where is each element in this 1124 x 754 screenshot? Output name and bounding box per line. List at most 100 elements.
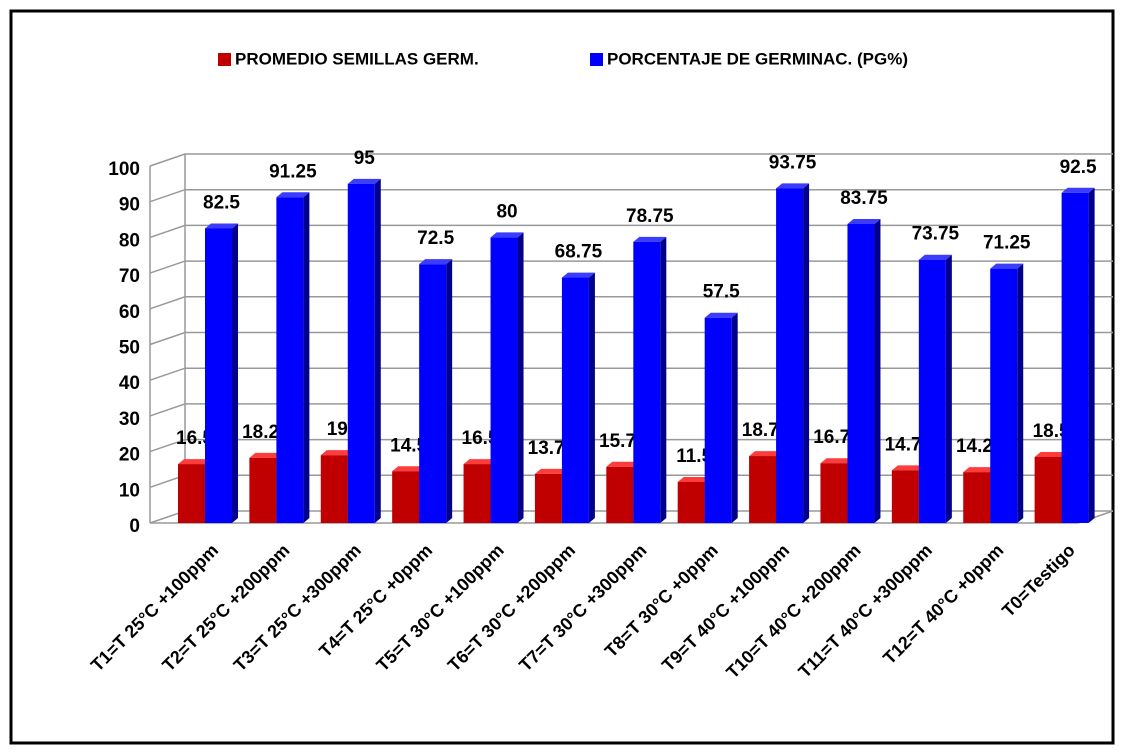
bar — [847, 219, 881, 523]
bar — [633, 236, 667, 524]
bar-top — [704, 312, 738, 318]
bar — [990, 263, 1024, 523]
value-label: 91.25 — [269, 161, 317, 182]
value-label: 68.75 — [555, 242, 603, 263]
bar-top — [419, 259, 453, 265]
value-label: 16.5 — [462, 428, 499, 449]
bar — [776, 183, 810, 523]
value-label: 83.75 — [840, 188, 888, 209]
bar-front — [704, 317, 732, 523]
bar — [918, 254, 952, 523]
bar-side — [232, 223, 238, 523]
bar-side — [874, 219, 881, 523]
value-label: 78.75 — [626, 206, 674, 227]
legend-swatch — [590, 53, 603, 66]
value-label: 19 — [327, 419, 348, 440]
bar-top — [392, 466, 426, 472]
bar-front — [963, 472, 991, 523]
bar-top — [749, 451, 783, 457]
value-label: 18.5 — [1033, 421, 1070, 442]
legend-swatch — [218, 53, 231, 66]
bar-top — [534, 468, 568, 474]
bar-front — [918, 259, 946, 523]
bar-front — [1034, 456, 1062, 523]
bar-front — [847, 224, 875, 523]
bar-front — [1061, 192, 1089, 523]
value-label: 73.75 — [912, 224, 960, 245]
bar-front — [205, 228, 232, 523]
bar — [1061, 187, 1095, 523]
bar-front — [463, 464, 491, 523]
bar-top — [677, 476, 711, 482]
bar-side — [517, 232, 524, 523]
bar-side — [1088, 187, 1095, 523]
value-label: 57.5 — [703, 282, 740, 303]
value-label: 72.5 — [417, 228, 454, 249]
bar-top — [561, 272, 595, 278]
bar-front — [392, 471, 420, 523]
value-label: 71.25 — [983, 233, 1031, 254]
y-tick-label: 70 — [119, 266, 140, 287]
y-tick-label: 100 — [108, 159, 140, 180]
bar-top — [891, 465, 925, 471]
bar-front — [276, 197, 304, 524]
bar — [490, 232, 524, 523]
bar — [205, 223, 238, 523]
legend-label: PROMEDIO SEMILLAS GERM. — [235, 49, 479, 68]
bar-top — [347, 178, 381, 184]
y-tick-label: 0 — [129, 516, 140, 537]
bar-top — [249, 452, 283, 458]
y-tick-label: 50 — [119, 338, 140, 359]
bar-front — [633, 241, 661, 524]
bar-front — [820, 463, 848, 523]
bar-front — [178, 464, 205, 523]
bar — [704, 312, 738, 523]
legend-label: PORCENTAJE DE GERMINAC. (PG%) — [607, 49, 908, 68]
bar-front — [749, 456, 777, 523]
bar — [419, 259, 453, 523]
value-label: 93.75 — [769, 152, 817, 173]
bar-top — [918, 254, 952, 260]
y-tick-label: 20 — [119, 445, 140, 466]
bar-side — [945, 254, 952, 523]
bar-top — [847, 219, 881, 225]
y-tick-label: 80 — [119, 230, 140, 251]
bar-side — [731, 312, 738, 523]
value-label: 82.5 — [203, 192, 240, 213]
bar-front — [606, 466, 634, 523]
value-label: 95 — [354, 148, 376, 169]
bar-top — [463, 459, 497, 465]
y-tick-label: 10 — [119, 480, 140, 501]
bar-top — [205, 223, 238, 229]
bar-front — [990, 268, 1018, 523]
bar-side — [660, 236, 667, 524]
bar-front — [891, 470, 919, 523]
y-tick-label: 40 — [119, 373, 140, 394]
bar-front — [419, 264, 447, 523]
bar-top — [820, 458, 854, 464]
value-label: 14.5 — [390, 435, 427, 456]
bar-side — [803, 183, 810, 523]
bar — [347, 178, 381, 523]
bar-top — [1034, 451, 1068, 457]
bar-side — [446, 259, 453, 523]
bar-top — [606, 461, 640, 467]
bar-top — [776, 183, 810, 189]
bar-front — [320, 455, 348, 523]
bar-side — [374, 178, 381, 523]
bar-front — [534, 473, 562, 523]
bar-front — [347, 183, 375, 523]
bar-front — [677, 481, 705, 523]
bar-side — [588, 272, 595, 523]
value-label: 16.5 — [176, 428, 213, 449]
grid-line — [149, 153, 1113, 167]
value-label: 92.5 — [1060, 157, 1097, 178]
bar — [276, 192, 310, 524]
bar-top — [178, 459, 211, 465]
value-label: 11.5 — [676, 446, 712, 467]
y-tick-label: 60 — [119, 302, 140, 323]
bar-top — [990, 263, 1024, 269]
bar-front — [561, 277, 589, 523]
bar-side — [303, 192, 310, 524]
